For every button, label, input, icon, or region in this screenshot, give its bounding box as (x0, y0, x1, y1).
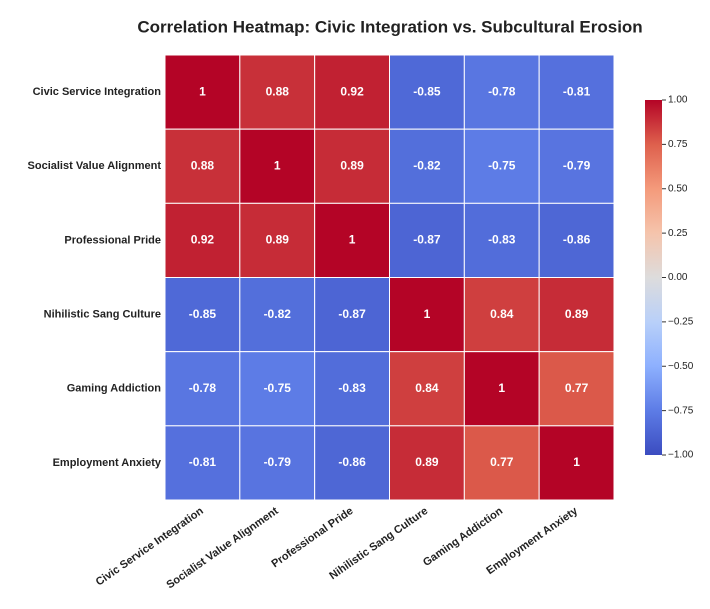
heatmap-cell (164, 277, 241, 353)
heatmap-cell (164, 425, 241, 501)
cell-label: 0.88 (191, 158, 215, 172)
cell-label: -0.78 (488, 84, 516, 98)
heatmap-cell (314, 277, 390, 353)
heatmap-cell (538, 277, 615, 353)
colorbar-tick-label: 1.00 (668, 95, 688, 106)
heatmap-cell (239, 202, 316, 278)
heatmap-cell (463, 351, 540, 427)
cell-label: -0.79 (563, 158, 591, 172)
cell-label: -0.79 (264, 455, 292, 469)
cell-label: -0.82 (264, 307, 292, 321)
heatmap-cell (538, 128, 615, 204)
heatmap-cell (239, 277, 316, 353)
heatmap-cell (314, 54, 390, 130)
heatmap-cell (389, 54, 465, 130)
heatmap-cell (239, 54, 316, 130)
heatmap-cell (164, 202, 241, 278)
heatmap-cell (389, 128, 465, 204)
cell-label: 0.89 (565, 307, 589, 321)
cell-label: -0.75 (488, 158, 516, 172)
cell-label: -0.75 (264, 381, 292, 395)
cell-label: 0.92 (340, 84, 364, 98)
y-tick-label: Socialist Value Alignment (28, 160, 162, 172)
cell-label: 0.89 (266, 233, 290, 247)
colorbar-tick-label: 0.75 (668, 139, 688, 150)
heatmap-cell (164, 351, 241, 427)
heatmap-cell (389, 277, 465, 353)
cell-label: 0.89 (415, 455, 439, 469)
cell-label: -0.83 (488, 233, 516, 247)
cell-label: 1 (274, 158, 281, 172)
cell-label: 1 (349, 233, 356, 247)
colorbar (645, 100, 662, 455)
heatmap-cell (463, 54, 540, 130)
cell-label: -0.87 (338, 307, 366, 321)
heatmap-cell (389, 351, 465, 427)
heatmap-cell (389, 425, 465, 501)
cell-label: 1 (424, 307, 431, 321)
colorbar-tick-label: 0.00 (668, 272, 688, 283)
cell-label: 0.89 (340, 158, 364, 172)
cell-label: -0.86 (563, 233, 591, 247)
colorbar-tick-label: 0.25 (668, 228, 688, 239)
cell-label: 1 (199, 84, 206, 98)
chart-title: Correlation Heatmap: Civic Integration v… (137, 17, 642, 36)
heatmap-cell (463, 425, 540, 501)
cell-label: -0.85 (413, 84, 441, 98)
heatmap-cell (538, 202, 615, 278)
cell-label: -0.81 (189, 455, 217, 469)
heatmap-cell (314, 351, 390, 427)
y-tick-label: Professional Pride (64, 234, 161, 246)
cell-label: 0.92 (191, 233, 215, 247)
colorbar-tick-label: 0.50 (668, 183, 688, 194)
colorbar-tick-label: −0.25 (668, 317, 694, 328)
heatmap-cell (538, 425, 615, 501)
heatmap-cell (239, 128, 316, 204)
y-tick-label: Nihilistic Sang Culture (44, 308, 161, 320)
heatmap-cell (463, 202, 540, 278)
cell-label: 0.84 (490, 307, 514, 321)
y-tick-label: Civic Service Integration (33, 86, 162, 98)
cell-label: -0.85 (189, 307, 217, 321)
cell-label: -0.87 (413, 233, 441, 247)
heatmap-cell (538, 54, 615, 130)
cell-label: 0.77 (490, 455, 514, 469)
heatmap-cell (538, 351, 615, 427)
cell-label: -0.82 (413, 158, 441, 172)
cell-label: 0.84 (415, 381, 439, 395)
y-tick-label: Gaming Addiction (67, 383, 162, 395)
cell-label: 1 (498, 381, 505, 395)
cell-label: -0.78 (189, 381, 217, 395)
cell-label: 0.88 (266, 84, 290, 98)
cell-label: -0.86 (338, 455, 366, 469)
x-tick-label: Gaming Addiction (421, 505, 505, 569)
colorbar-tick-label: −1.00 (668, 450, 694, 461)
cell-label: 0.77 (565, 381, 589, 395)
cell-label: -0.81 (563, 84, 591, 98)
colorbar-tick-label: −0.50 (668, 361, 694, 372)
colorbar-tick-label: −0.75 (668, 405, 694, 416)
heatmap-cell (389, 202, 465, 278)
cell-label: 1 (573, 455, 580, 469)
cell-label: -0.83 (338, 381, 366, 395)
y-tick-label: Employment Anxiety (53, 457, 162, 469)
heatmap-cell (164, 54, 241, 130)
heatmap-cell (463, 277, 540, 353)
